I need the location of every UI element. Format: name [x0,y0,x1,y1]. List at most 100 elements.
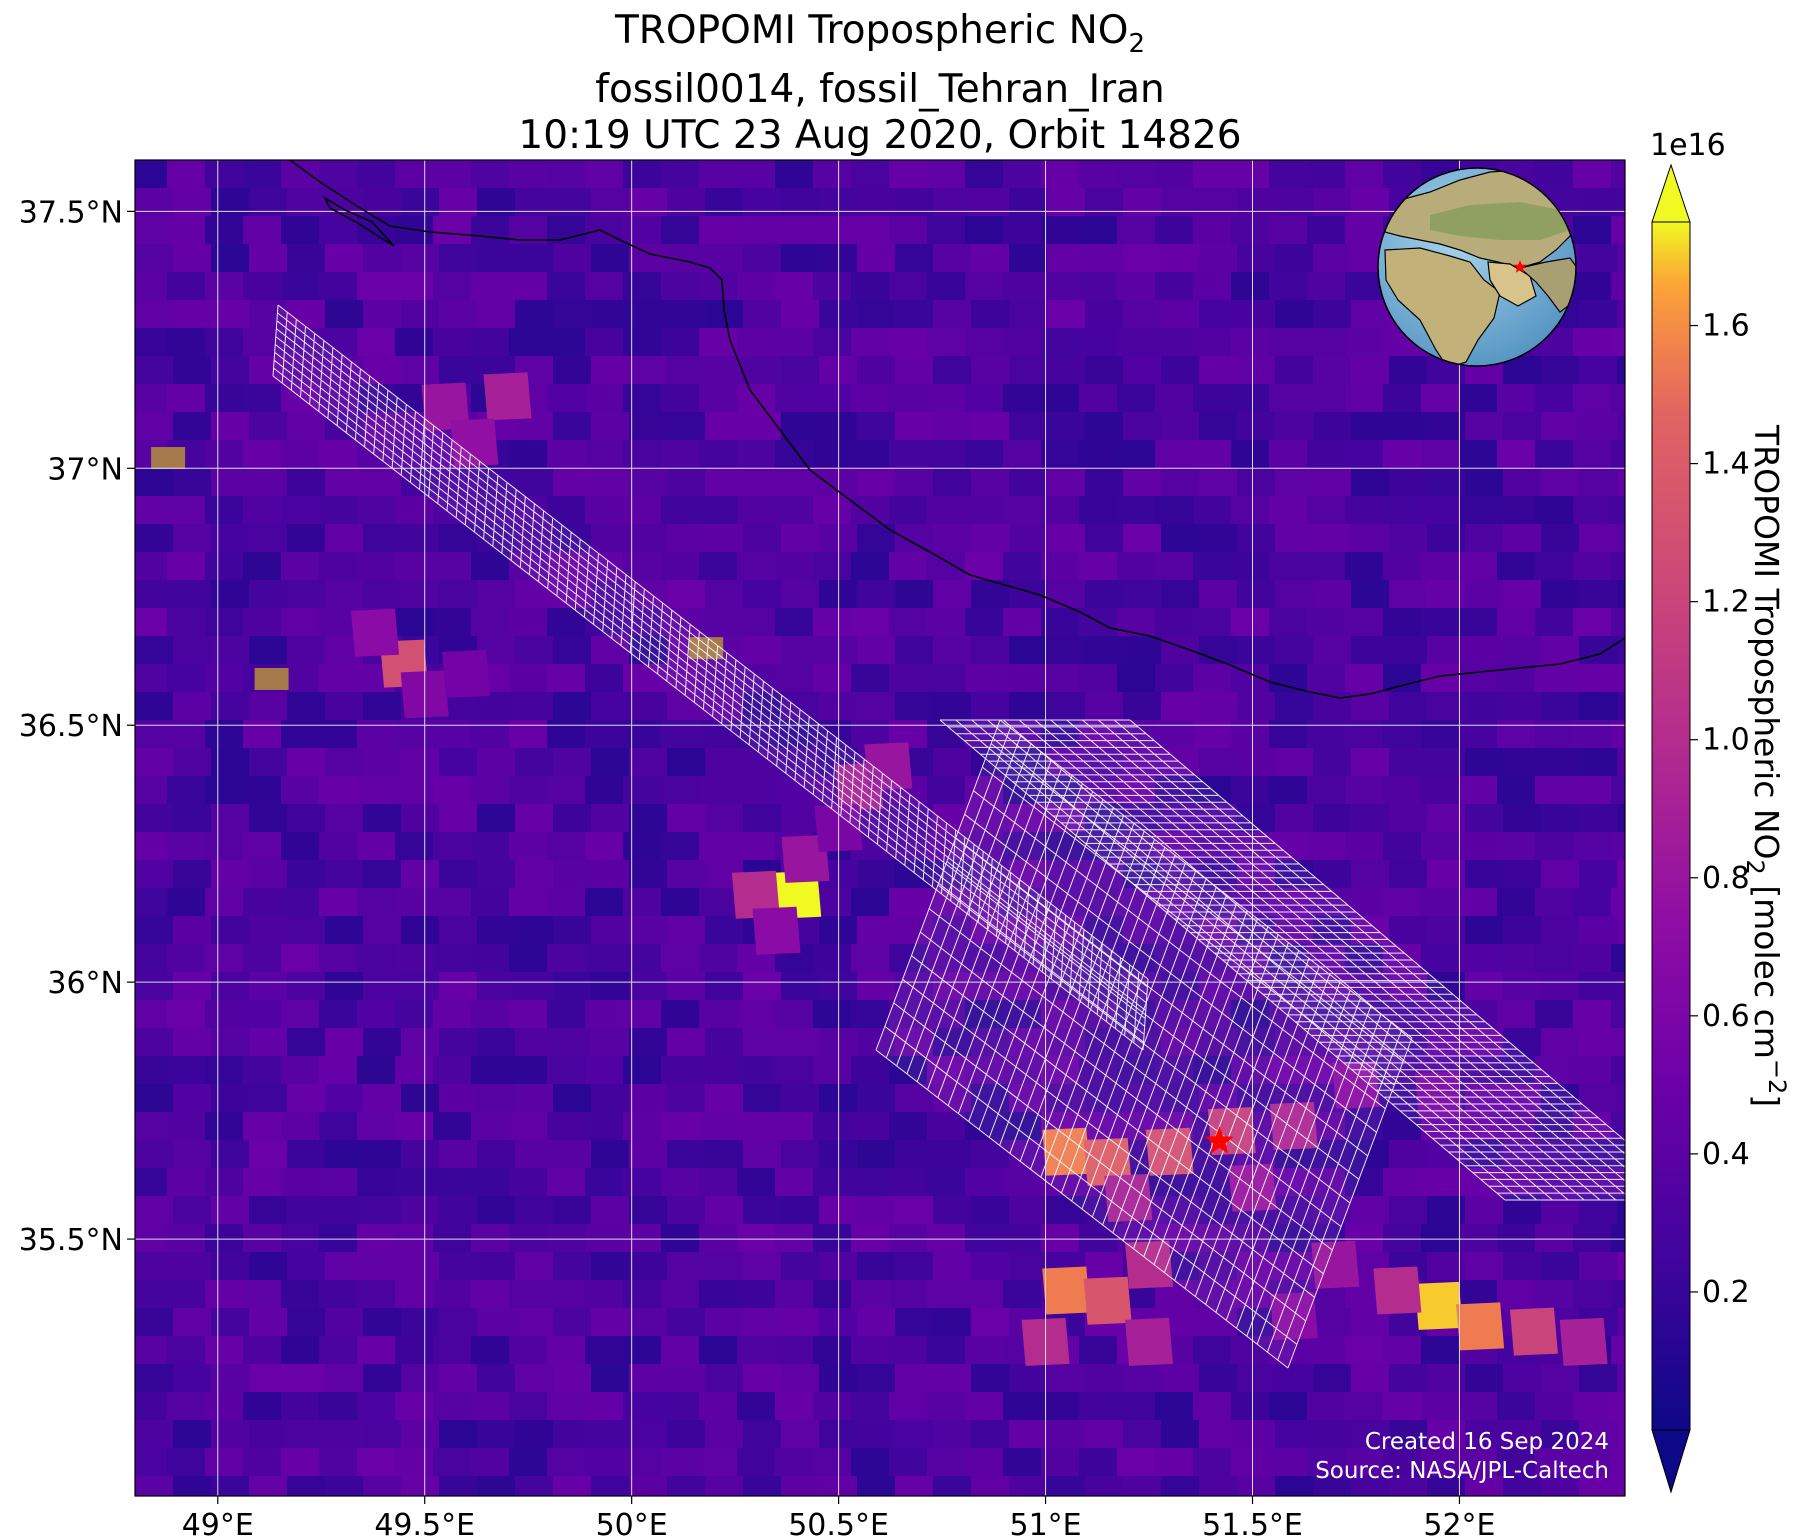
no2-pixel [1199,580,1238,609]
no2-pixel [1193,552,1232,581]
no2-pixel [1047,860,1086,889]
no2-pixel [889,1112,928,1141]
no2-pixel [433,1224,472,1253]
no2-pixel [699,496,738,525]
no2-pixel [1503,412,1542,441]
no2-pixel [1237,412,1276,441]
no2-pixel [249,1028,288,1057]
no2-pixel [1497,608,1536,637]
no2-pixel [857,1420,896,1449]
no2-pixel [287,1420,326,1449]
no2-pixel [1503,692,1542,721]
no2-pixel [477,860,516,889]
no2-pixel [1079,552,1118,581]
no2-pixel [889,552,928,581]
y-tick-label: 37°N [47,452,123,487]
no2-pixel [363,916,402,945]
no2-pixel [851,1056,890,1085]
no2-pixel [965,1336,1004,1365]
no2-pixel [135,1196,174,1225]
no2-pixel [591,692,630,721]
no2-pixel [211,748,250,777]
no2-pixel [135,1028,174,1057]
no2-pixel [965,832,1004,861]
no2-pixel [895,356,934,385]
no2-pixel [1009,804,1048,833]
no2-pixel [1611,328,1625,357]
no2-pixel [585,216,624,245]
no2-pixel [287,692,326,721]
no2-pixel [357,1280,396,1309]
no2-pixel [1383,1336,1422,1365]
no2-pixel [927,328,966,357]
no2-hotspot [781,834,830,883]
no2-pixel [699,216,738,245]
no2-pixel [1459,608,1498,637]
no2-pixel [971,1196,1010,1225]
no2-pixel [775,1336,814,1365]
no2-pixel [319,1056,358,1085]
no2-pixel [1313,636,1352,665]
no2-pixel [1079,1336,1118,1365]
no2-pixel [401,1028,440,1057]
no2-pixel [933,356,972,385]
no2-pixel [851,552,890,581]
plot-area [135,160,1625,1496]
no2-pixel [705,972,744,1001]
no2-pixel [509,1056,548,1085]
no2-pixel [933,1196,972,1225]
no2-pixel [553,468,592,497]
no2-pixel [363,524,402,553]
no2-hotspot [1414,1281,1463,1330]
no2-pixel [933,1140,972,1169]
no2-pixel [1617,300,1625,329]
no2-pixel [1161,412,1200,441]
no2-pixel [965,1280,1004,1309]
no2-pixel [401,916,440,945]
no2-pixel [319,1392,358,1421]
no2-pixel [591,300,630,329]
no2-pixel [433,944,472,973]
no2-pixel [135,1084,174,1113]
no2-pixel [547,1168,586,1197]
no2-pixel [1041,552,1080,581]
no2-pixel [363,860,402,889]
no2-pixel [395,1056,434,1085]
no2-pixel [553,1140,592,1169]
no2-pixel [927,1392,966,1421]
y-tick-label: 36.5°N [19,709,123,744]
no2-pixel [1573,776,1612,805]
no2-pixel [433,1056,472,1085]
no2-pixel [737,1224,776,1253]
no2-pixel [851,944,890,973]
colorbar-tick-label: 0.2 [1702,1275,1750,1310]
no2-pixel [319,272,358,301]
no2-pixel [439,244,478,273]
no2-pixel [1389,1476,1428,1496]
no2-pixel [1345,496,1384,525]
no2-pixel [889,440,928,469]
no2-pixel [705,916,744,945]
no2-pixel [1275,1364,1314,1393]
no2-pixel [623,272,662,301]
no2-pixel [1237,1364,1276,1393]
no2-hotspot [483,372,532,421]
no2-pixel [1617,1084,1625,1113]
no2-pixel [585,1112,624,1141]
no2-pixel [1573,664,1612,693]
no2-pixel [477,300,516,329]
no2-pixel [1155,384,1194,413]
coastline-islet [323,195,395,247]
no2-pixel [971,692,1010,721]
no2-pixel [1579,524,1618,553]
no2-pixel [249,580,288,609]
no2-pixel [319,160,358,189]
no2-pixel [281,1056,320,1085]
no2-pixel [357,720,396,749]
no2-pixel [471,944,510,973]
no2-pixel [395,1280,434,1309]
no2-pixel [705,580,744,609]
no2-pixel [357,1392,396,1421]
globe-greenish-band [1430,202,1570,240]
no2-pixel [1541,580,1580,609]
